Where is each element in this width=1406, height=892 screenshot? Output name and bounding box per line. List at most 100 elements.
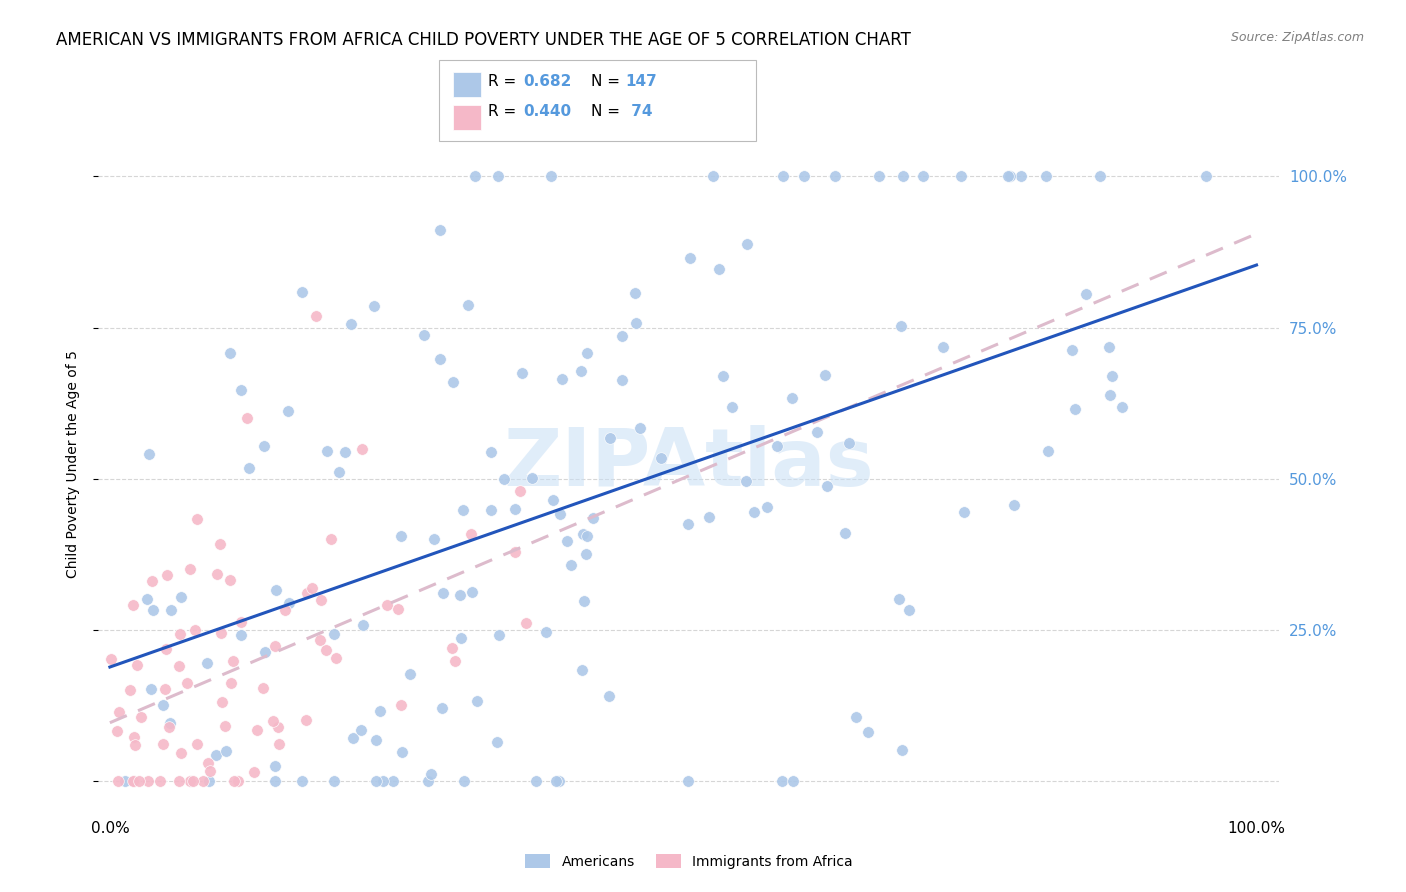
Point	[891, 743, 914, 757]
Point	[838, 435, 860, 450]
Point	[363, 299, 385, 313]
Text: 0.682: 0.682	[523, 74, 571, 89]
Text: R =: R =	[488, 104, 522, 120]
Point	[264, 759, 287, 773]
Point	[159, 715, 181, 730]
Point	[735, 237, 758, 252]
Point	[515, 615, 537, 630]
Point	[547, 774, 569, 789]
Point	[179, 774, 201, 789]
Legend: Americans, Immigrants from Africa: Americans, Immigrants from Africa	[520, 848, 858, 874]
Point	[887, 591, 910, 606]
Point	[155, 642, 177, 657]
Point	[205, 566, 228, 581]
Point	[524, 774, 547, 789]
Point	[509, 484, 531, 499]
Point	[419, 767, 441, 781]
Point	[209, 626, 232, 640]
Point	[488, 628, 510, 642]
Point	[333, 444, 356, 458]
Point	[170, 590, 193, 604]
Point	[186, 512, 208, 526]
Text: 147: 147	[626, 74, 658, 89]
Point	[389, 698, 412, 713]
Point	[160, 602, 183, 616]
Point	[551, 371, 574, 385]
Point	[845, 710, 868, 724]
Point	[461, 585, 484, 599]
Point	[997, 169, 1019, 184]
Point	[1101, 368, 1123, 383]
Point	[650, 450, 672, 465]
Point	[780, 391, 803, 405]
Point	[128, 774, 150, 789]
Point	[152, 698, 174, 712]
Point	[548, 507, 571, 521]
Point	[242, 764, 264, 779]
Point	[167, 774, 190, 789]
Point	[277, 403, 299, 417]
Point	[610, 373, 633, 387]
Point	[503, 545, 526, 559]
Point	[766, 438, 789, 452]
Point	[219, 675, 242, 690]
Point	[868, 169, 890, 184]
Point	[263, 774, 285, 789]
Point	[366, 774, 388, 789]
Point	[856, 725, 879, 739]
Point	[205, 747, 228, 762]
Point	[350, 723, 373, 737]
Point	[735, 474, 758, 488]
Point	[1076, 286, 1098, 301]
Point	[1038, 444, 1060, 458]
Point	[211, 695, 233, 709]
Point	[949, 169, 972, 184]
Point	[291, 774, 314, 789]
Point	[782, 774, 804, 789]
Point	[676, 774, 699, 789]
Point	[707, 262, 730, 277]
Point	[342, 731, 364, 746]
Point	[702, 169, 724, 184]
Point	[911, 169, 934, 184]
Point	[815, 479, 838, 493]
Point	[129, 710, 152, 724]
Point	[429, 223, 451, 237]
Point	[105, 724, 128, 739]
Point	[457, 297, 479, 311]
Point	[450, 631, 472, 645]
Point	[208, 537, 231, 551]
Point	[479, 502, 502, 516]
Point	[423, 532, 446, 546]
Point	[149, 774, 172, 789]
Point	[139, 681, 162, 696]
Point	[319, 532, 342, 546]
Point	[136, 774, 159, 789]
Point	[451, 502, 474, 516]
Point	[834, 526, 856, 541]
Point	[152, 737, 174, 751]
Point	[364, 733, 387, 747]
Point	[486, 169, 509, 184]
Point	[263, 639, 285, 653]
Point	[323, 774, 346, 789]
Point	[125, 658, 148, 673]
Point	[814, 368, 837, 383]
Point	[399, 667, 422, 681]
Text: 74: 74	[626, 104, 652, 120]
Point	[598, 689, 620, 703]
Point	[582, 511, 605, 525]
Point	[305, 309, 328, 323]
Point	[352, 442, 374, 456]
Point	[676, 516, 699, 531]
Point	[186, 737, 208, 751]
Text: Source: ZipAtlas.com: Source: ZipAtlas.com	[1230, 31, 1364, 45]
Point	[572, 527, 595, 541]
Point	[770, 774, 793, 789]
Point	[371, 774, 394, 789]
Point	[492, 472, 515, 486]
Point	[323, 627, 346, 641]
Text: AMERICAN VS IMMIGRANTS FROM AFRICA CHILD POVERTY UNDER THE AGE OF 5 CORRELATION : AMERICAN VS IMMIGRANTS FROM AFRICA CHILD…	[56, 31, 911, 49]
Point	[107, 705, 129, 719]
Point	[122, 774, 145, 789]
